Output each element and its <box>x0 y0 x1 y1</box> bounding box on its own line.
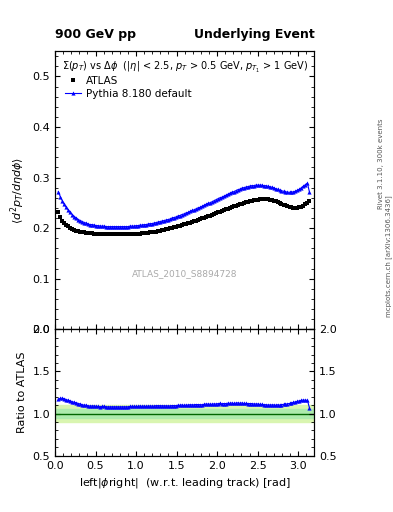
ATLAS <box>257 196 262 202</box>
Line: ATLAS: ATLAS <box>56 197 312 237</box>
ATLAS <box>68 225 73 231</box>
Pythia 8.180 default <box>305 180 310 186</box>
Y-axis label: Ratio to ATLAS: Ratio to ATLAS <box>17 352 27 433</box>
Text: Rivet 3.1.10, 300k events: Rivet 3.1.10, 300k events <box>378 119 384 209</box>
Text: $\Sigma(p_{T})$ vs $\Delta\phi$  ($|\eta|$ < 2.5, $p_{T}$ > 0.5 GeV, $p_{T_1}$ >: $\Sigma(p_{T})$ vs $\Delta\phi$ ($|\eta|… <box>62 59 308 75</box>
ATLAS <box>271 198 276 204</box>
Pythia 8.180 default <box>104 224 108 230</box>
Text: ATLAS_2010_S8894728: ATLAS_2010_S8894728 <box>132 269 237 278</box>
Bar <box>55 405 314 422</box>
Pythia 8.180 default <box>269 184 274 190</box>
ATLAS <box>100 231 105 237</box>
Line: Pythia 8.180 default: Pythia 8.180 default <box>56 181 312 229</box>
Text: Underlying Event: Underlying Event <box>194 28 314 41</box>
X-axis label: left|$\phi$right|  (w.r.t. leading track) [rad]: left|$\phi$right| (w.r.t. leading track)… <box>79 476 290 490</box>
Pythia 8.180 default <box>56 189 61 195</box>
Text: 900 GeV pp: 900 GeV pp <box>55 28 136 41</box>
Bar <box>55 409 314 418</box>
ATLAS <box>293 205 298 211</box>
Text: mcplots.cern.ch [arXiv:1306.3436]: mcplots.cern.ch [arXiv:1306.3436] <box>386 195 393 317</box>
Pythia 8.180 default <box>307 189 312 195</box>
Pythia 8.180 default <box>217 195 222 201</box>
Pythia 8.180 default <box>291 189 296 195</box>
Y-axis label: $\langle d^2 p_T/d\eta d\phi \rangle$: $\langle d^2 p_T/d\eta d\phi \rangle$ <box>8 157 27 224</box>
Pythia 8.180 default <box>208 200 212 206</box>
ATLAS <box>217 209 222 215</box>
ATLAS <box>208 212 212 219</box>
ATLAS <box>204 214 208 220</box>
ATLAS <box>56 209 61 215</box>
Pythia 8.180 default <box>68 209 73 216</box>
ATLAS <box>307 198 312 204</box>
Legend: ATLAS, Pythia 8.180 default: ATLAS, Pythia 8.180 default <box>65 76 192 99</box>
Pythia 8.180 default <box>204 201 208 207</box>
